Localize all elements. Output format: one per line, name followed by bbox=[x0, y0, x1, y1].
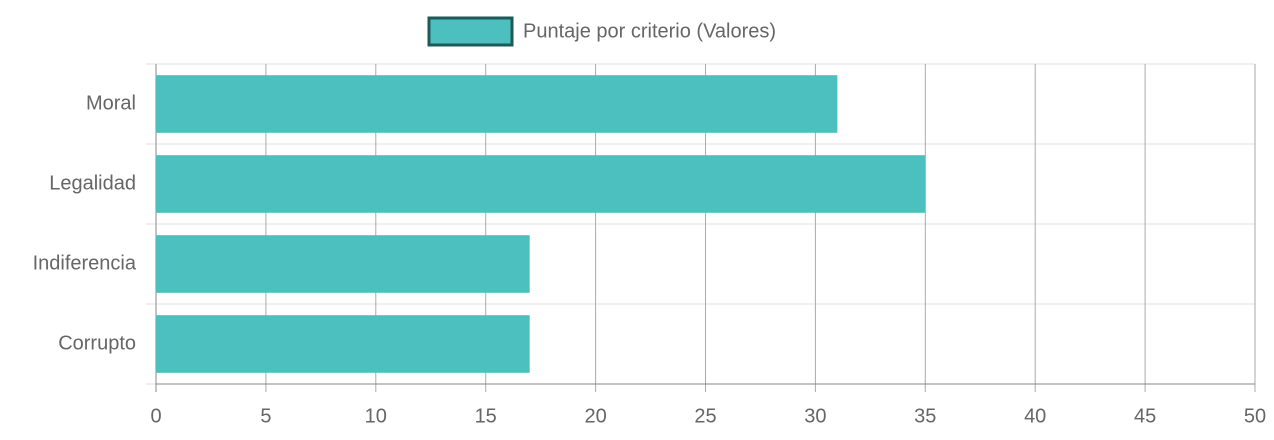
y-tick-label: Corrupto bbox=[58, 332, 136, 354]
x-tick-label: 20 bbox=[584, 405, 606, 427]
bar bbox=[156, 235, 530, 293]
x-tick-label: 50 bbox=[1244, 405, 1266, 427]
x-tick-label: 5 bbox=[260, 405, 271, 427]
x-tick-label: 10 bbox=[365, 405, 387, 427]
x-tick-label: 25 bbox=[694, 405, 716, 427]
bar bbox=[156, 155, 926, 213]
x-tick-label: 45 bbox=[1134, 405, 1156, 427]
bar bbox=[156, 75, 838, 133]
legend-swatch bbox=[427, 16, 514, 47]
x-tick-label: 40 bbox=[1024, 405, 1046, 427]
x-tick-label: 30 bbox=[804, 405, 826, 427]
y-tick-label: Moral bbox=[86, 92, 136, 114]
x-tick-label: 0 bbox=[150, 405, 161, 427]
x-tick-label: 15 bbox=[475, 405, 497, 427]
legend-label: Puntaje por criterio (Valores) bbox=[523, 20, 776, 42]
x-tick-label: 35 bbox=[914, 405, 936, 427]
y-tick-label: Indiferencia bbox=[33, 252, 137, 274]
y-tick-label: Legalidad bbox=[49, 172, 136, 194]
bar bbox=[156, 315, 530, 373]
